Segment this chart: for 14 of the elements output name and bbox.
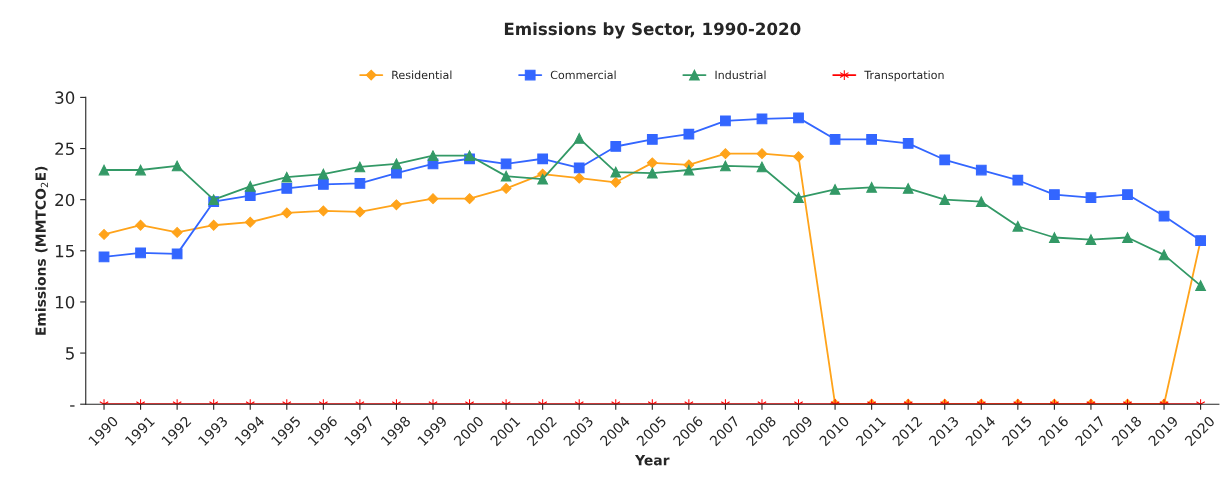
x-axis-title: Year bbox=[634, 455, 670, 466]
y-tick-label: 20 bbox=[55, 193, 75, 207]
legend-label: Residential bbox=[392, 70, 452, 80]
y-axis-title: Emissions (MMTCO$_{2}$E) bbox=[35, 166, 48, 335]
legend-label: Industrial bbox=[715, 70, 766, 80]
y-tick-label: 10 bbox=[55, 295, 75, 309]
chart-title: Emissions by Sector, 1990-2020 bbox=[504, 22, 801, 39]
y-tick-label: 30 bbox=[55, 91, 75, 104]
y-tick-label: 25 bbox=[55, 142, 74, 156]
y-tick-label: 5 bbox=[66, 347, 74, 360]
y-tick-label: - bbox=[70, 405, 75, 407]
legend-label: Commercial bbox=[550, 70, 616, 80]
y-tick-label: 15 bbox=[55, 244, 74, 258]
legend-label: Transportation bbox=[864, 70, 944, 82]
